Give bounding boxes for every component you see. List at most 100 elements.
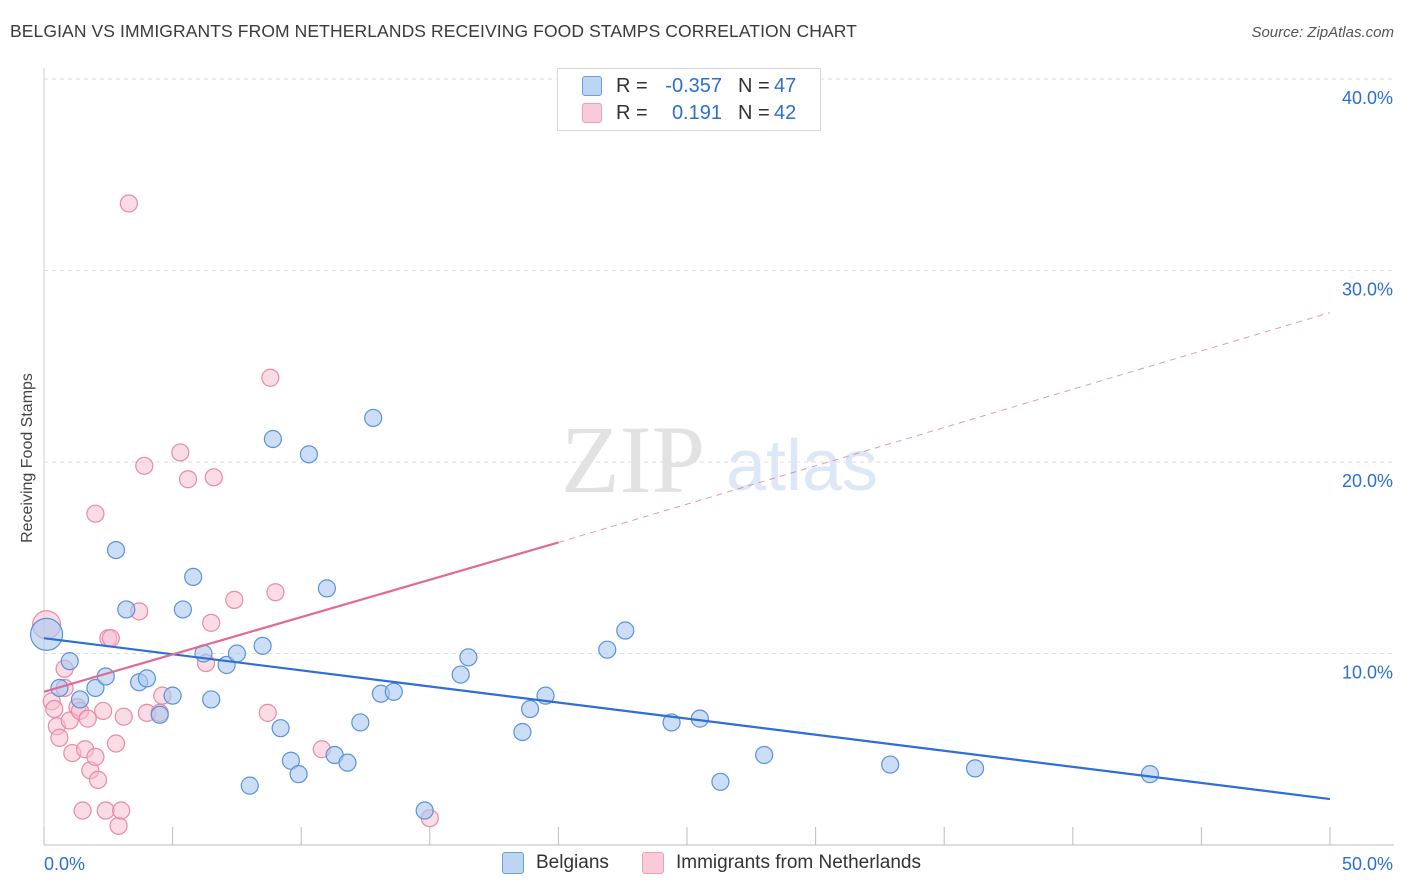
belgians-n-value: 47 [774, 74, 797, 97]
belgians-point [117, 600, 136, 619]
belgians-point [163, 686, 182, 705]
belgians-point [281, 751, 301, 770]
netherlands-point [106, 734, 126, 753]
netherlands-point [171, 443, 190, 462]
belgians-point [598, 640, 617, 659]
belgians-r-value: -0.357 [665, 74, 722, 97]
netherlands-point [101, 629, 120, 648]
belgians-point [202, 690, 221, 709]
netherlands-point [225, 590, 244, 609]
watermark-atlas: atlas [726, 426, 878, 506]
belgians-point [317, 579, 337, 598]
netherlands-point [50, 728, 69, 747]
belgians-point [150, 705, 169, 724]
belgians-point [351, 713, 370, 732]
netherlands-point [96, 801, 115, 820]
trend-lines [43, 312, 1331, 801]
netherlands-point [266, 583, 285, 602]
belgians-point [521, 699, 540, 719]
belgians-point [415, 801, 434, 820]
netherlands-point [78, 709, 97, 728]
y-tick-label-0: 10.0% [1342, 663, 1393, 683]
netherlands-legend-label: Immigrants from Netherlands [676, 852, 921, 873]
belgians-point [70, 690, 90, 709]
belgians-trend-line [43, 637, 1331, 801]
belgians-point [29, 617, 64, 651]
watermark-zip: ZIP [561, 406, 705, 513]
belgians-point [137, 669, 156, 688]
belgians-point [263, 429, 283, 449]
belgians-point [459, 648, 478, 667]
netherlands-n-value: 42 [774, 101, 797, 124]
netherlands-point [258, 703, 277, 722]
belgians-point [965, 759, 985, 778]
belgians-swatch [582, 76, 602, 96]
belgians-point [616, 621, 635, 640]
netherlands-point [45, 699, 64, 719]
watermark: ZIP atlas [561, 406, 878, 513]
netherlands-point [86, 504, 105, 523]
netherlands-r-value: 0.191 [671, 101, 722, 124]
source-label: Source: ZipAtlas.com [1251, 24, 1394, 41]
belgians-point [513, 722, 532, 742]
netherlands-point [114, 707, 133, 726]
n-label: N = [738, 101, 770, 124]
legend-row-belgians: R = -0.357 N = 47 [582, 75, 796, 97]
netherlands-point [73, 801, 92, 820]
netherlands-point [204, 468, 223, 487]
belgians-point [364, 408, 383, 428]
netherlands-point [119, 194, 138, 213]
tick-labels: 10.0% 20.0% 30.0% 40.0% 0.0% 50.0% [44, 88, 1393, 874]
r-label: R = [616, 101, 648, 124]
axes [43, 68, 1394, 846]
x-tick-label-max: 50.0% [1342, 854, 1393, 874]
bottom-legend-netherlands: Immigrants from Netherlands [642, 852, 921, 874]
netherlands-points [31, 194, 439, 835]
belgians-point [86, 678, 105, 698]
netherlands-trend-extension [558, 312, 1331, 543]
belgians-point [755, 745, 774, 765]
x-tick-label-min: 0.0% [44, 854, 85, 874]
belgians-point [338, 753, 357, 772]
netherlands-point [88, 770, 108, 789]
belgians-legend-label: Belgians [536, 852, 609, 873]
netherlands-point [135, 456, 154, 475]
netherlands-swatch [582, 103, 602, 123]
belgians-point [60, 652, 79, 671]
y-tick-label-3: 40.0% [1342, 88, 1393, 108]
netherlands-point [86, 747, 105, 767]
belgians-point [299, 445, 319, 464]
netherlands-point [112, 801, 131, 820]
bottom-legend-belgians: Belgians [502, 852, 609, 874]
chart-title: BELGIAN VS IMMIGRANTS FROM NETHERLANDS R… [10, 21, 857, 41]
netherlands-trend-line [43, 541, 559, 693]
r-label: R = [616, 74, 648, 97]
legend-row-netherlands: R = 0.191 N = 42 [582, 102, 796, 124]
netherlands-point [261, 368, 280, 387]
belgians-point [173, 600, 192, 619]
belgians-point [451, 665, 470, 684]
belgians-point [271, 719, 290, 738]
belgians-point [106, 540, 126, 560]
belgians-point [384, 682, 403, 701]
correlation-legend: R = -0.357 N = 47 R = 0.191 N = 42 [557, 68, 821, 131]
belgians-point [711, 772, 730, 791]
gridlines [44, 78, 1394, 654]
belgians-point [227, 644, 246, 663]
y-tick-label-2: 30.0% [1342, 280, 1393, 300]
netherlands-point [202, 613, 221, 632]
netherlands-point [109, 816, 128, 835]
belgians-point [881, 755, 900, 774]
belgians-point [1140, 765, 1160, 784]
belgians-point [240, 776, 259, 795]
belgians-point [289, 765, 308, 784]
belgians-point [184, 567, 203, 587]
netherlands-point [178, 470, 198, 489]
netherlands-point [94, 701, 113, 721]
y-tick-label-1: 20.0% [1342, 471, 1393, 491]
netherlands-legend-swatch [642, 852, 664, 874]
belgians-legend-swatch [502, 852, 524, 874]
belgians-point [253, 636, 272, 655]
n-label: N = [738, 74, 770, 97]
